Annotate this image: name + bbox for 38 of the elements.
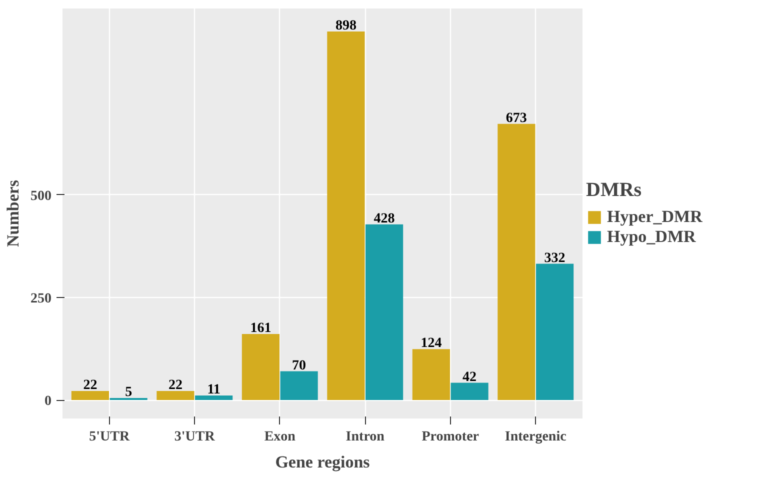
x-tick-label: Intron — [346, 430, 385, 444]
bar — [156, 391, 194, 400]
data-label: 161 — [250, 320, 272, 336]
bar — [71, 391, 109, 400]
data-label: 332 — [544, 250, 566, 266]
x-tick-label: Exon — [264, 430, 296, 444]
data-label: 11 — [207, 382, 220, 398]
data-label: 5 — [125, 384, 132, 400]
bar — [450, 382, 488, 400]
data-label: 898 — [335, 18, 356, 34]
y-tick-label: 500 — [30, 188, 52, 204]
bar — [110, 398, 148, 400]
data-label: 42 — [462, 370, 477, 385]
x-tick-label: 3'UTR — [174, 430, 216, 444]
data-label: 70 — [292, 358, 306, 374]
data-label: 428 — [374, 211, 395, 226]
bar — [412, 349, 450, 400]
bar — [536, 264, 574, 400]
bar — [498, 124, 536, 400]
bar — [366, 224, 404, 400]
x-tick-label: 5'UTR — [89, 430, 130, 444]
bar — [280, 371, 318, 400]
legend-label: Hyper_DMR — [607, 207, 702, 227]
x-tick-label: Intergenic — [504, 430, 566, 444]
legend-title: DMRs — [586, 179, 643, 202]
legend-label: Hypo_DMR — [607, 227, 696, 247]
bar — [327, 31, 365, 400]
x-axis-title: Gene regions — [275, 452, 370, 472]
y-tick-label: 250 — [30, 291, 52, 306]
y-tick-label: 0 — [44, 394, 52, 410]
data-label: 673 — [506, 110, 527, 126]
bar — [195, 396, 233, 400]
data-label: 124 — [420, 336, 442, 352]
y-axis-title: Numbers — [4, 180, 22, 248]
data-label: 22 — [83, 378, 98, 394]
x-tick-label: Promoter — [422, 430, 479, 444]
bar — [242, 334, 280, 400]
data-label: 22 — [168, 378, 182, 394]
